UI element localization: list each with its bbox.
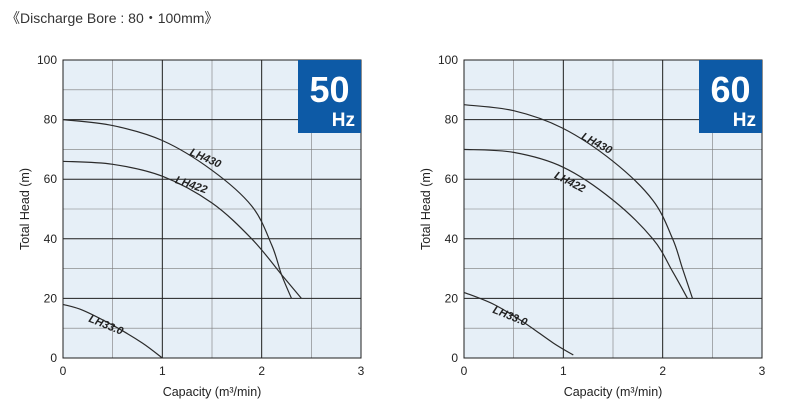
chart-60hz-y-tick-label: 0: [451, 351, 458, 365]
chart-50hz-y-tick-label: 20: [44, 291, 58, 305]
chart-60hz-badge-unit: Hz: [733, 110, 756, 131]
chart-50hz-y-tick-label: 0: [50, 351, 57, 365]
chart-60hz-frequency-badge: [699, 60, 762, 133]
chart-60hz-y-tick-label: 60: [445, 172, 459, 186]
chart-60hz-plot-frame: [463, 59, 763, 359]
chart-50hz-frequency-badge: [298, 60, 361, 133]
chart-60hz-curve-lh33-0: [463, 291, 574, 356]
chart-60hz-x-tick-label: 2: [659, 364, 666, 378]
chart-60hz-y-tick-label: 20: [445, 291, 459, 305]
chart-50hz-y-tick-label: 40: [44, 232, 58, 246]
chart-60hz-x-tick-label: 1: [560, 364, 567, 378]
chart-50hz-y-tick-label: 60: [44, 172, 58, 186]
chart-60hz-curve-lh422: [463, 148, 689, 299]
chart-60hz-y-tick-label: 100: [438, 53, 458, 67]
chart-50hz-x-tick-label: 1: [159, 364, 166, 378]
chart-50hz-curve-lh422: [62, 160, 302, 299]
chart-60hz-y-tick-label: 80: [445, 113, 459, 127]
chart-50hz-y-tick-label: 80: [44, 113, 58, 127]
chart-50hz: 0 1 2 3 0 20 40 60 80 100 Capacity (m³/min) Total H…: [18, 53, 365, 399]
chart-60hz-y-axis-title: Total Head (m): [419, 168, 433, 250]
chart-60hz-badge-value: 60: [710, 69, 750, 110]
chart-60hz-x-tick-label: 3: [759, 364, 766, 378]
chart-50hz-x-tick-label: 3: [358, 364, 365, 378]
chart-50hz-y-tick-label: 100: [37, 53, 57, 67]
chart-50hz-badge-value: 50: [309, 69, 349, 110]
chart-60hz: 0 1 2 3 0 20 40 60 80 100 Capacity (m³/min) Total H…: [419, 53, 766, 399]
chart-60hz-x-axis-title: Capacity (m³/min): [564, 385, 663, 399]
chart-60hz-x-tick-label: 0: [461, 364, 468, 378]
chart-50hz-curve-lh33-0: [62, 303, 163, 359]
chart-50hz-x-axis-title: Capacity (m³/min): [163, 385, 262, 399]
chart-50hz-y-axis-title: Total Head (m): [18, 168, 32, 250]
chart-50hz-plot-frame: [62, 59, 362, 359]
chart-50hz-curve-lh430: [62, 119, 293, 299]
chart-60hz-y-tick-label: 40: [445, 232, 459, 246]
chart-50hz-x-tick-label: 2: [258, 364, 265, 378]
chart-60hz-curve-lh430: [463, 104, 694, 299]
chart-50hz-x-tick-label: 0: [60, 364, 67, 378]
discharge-bore-caption: 《Discharge Bore : 80・100mm》: [6, 10, 219, 26]
chart-50hz-badge-unit: Hz: [332, 110, 355, 131]
